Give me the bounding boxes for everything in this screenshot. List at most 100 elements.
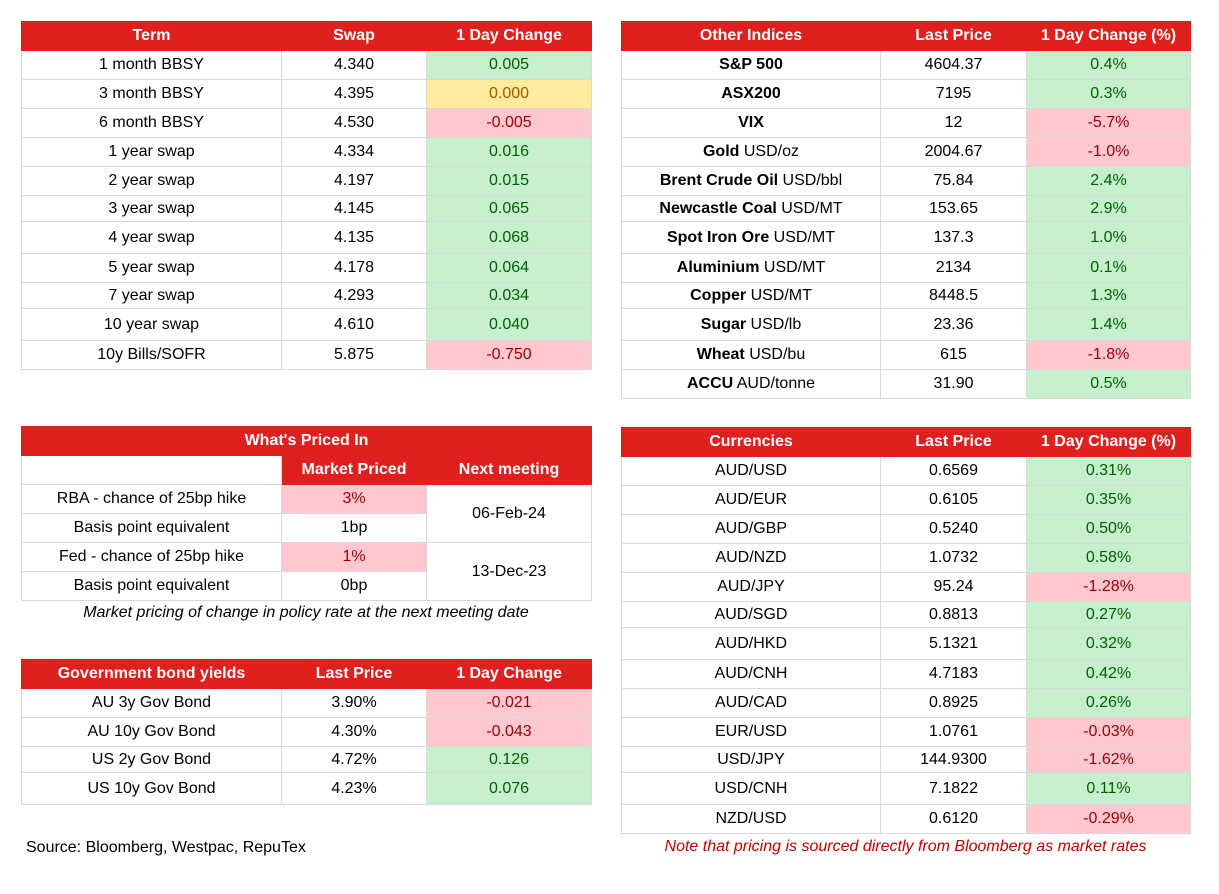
currency-pair: USD/CNH (621, 772, 881, 805)
index-name-bold: Sugar (700, 315, 747, 333)
swap-row: 10 year swap 4.610 0.040 (21, 308, 592, 341)
index-change: 2.9% (1026, 195, 1191, 222)
currency-pair: AUD/JPY (621, 572, 881, 602)
index-name: Newcastle Coal USD/MT (621, 195, 881, 222)
bond-change: -0.021 (426, 688, 592, 718)
swap-value: 4.197 (281, 166, 427, 196)
index-row: Wheat USD/bu 615 -1.8% (621, 340, 1191, 370)
index-price: 2134 (880, 253, 1027, 283)
bond-row: AU 10y Gov Bond 4.30% -0.043 (21, 717, 592, 747)
index-name-bold: ACCU (686, 375, 734, 392)
currency-change: 0.11% (1026, 772, 1191, 805)
bond-row: US 2y Gov Bond 4.72% 0.126 (21, 746, 592, 773)
swap-row: 3 month BBSY 4.395 0.000 (21, 79, 592, 109)
currency-price: 0.8813 (880, 601, 1027, 628)
bond-header-price: Last Price (281, 659, 427, 689)
currency-row: AUD/EUR 0.6105 0.35% (621, 485, 1191, 515)
index-price: 8448.5 (880, 282, 1027, 309)
swap-term: 4 year swap (21, 221, 282, 254)
priced-in-title: What's Priced In (21, 426, 592, 456)
currency-change: 0.50% (1026, 514, 1191, 544)
swap-header-term: Term (21, 21, 282, 51)
index-price: 153.65 (880, 195, 1027, 222)
swap-row: 2 year swap 4.197 0.015 (21, 166, 592, 196)
currency-row: AUD/GBP 0.5240 0.50% (621, 514, 1191, 544)
currency-header-change: 1 Day Change (%) (1026, 427, 1191, 457)
currency-price: 144.9300 (880, 746, 1027, 773)
currency-price: 0.6120 (880, 804, 1027, 834)
currency-pair: AUD/USD (621, 456, 881, 486)
index-change: 2.4% (1026, 166, 1191, 196)
priced-row-value: 0bp (281, 571, 427, 601)
index-name-bold: ASX200 (721, 85, 781, 102)
swap-change: 0.015 (426, 166, 592, 196)
swap-value: 4.334 (281, 137, 427, 167)
currency-price: 4.7183 (880, 659, 1027, 689)
currency-row: AUD/HKD 5.1321 0.32% (621, 627, 1191, 660)
index-name: Brent Crude Oil USD/bbl (621, 166, 881, 196)
swap-row: 1 month BBSY 4.340 0.005 (21, 50, 592, 80)
index-unit: USD/MT (773, 228, 835, 246)
source-note: Source: Bloomberg, Westpac, RepuTex (26, 839, 306, 856)
currency-pair: AUD/EUR (621, 485, 881, 515)
bond-name: AU 3y Gov Bond (21, 688, 282, 718)
index-change: 1.4% (1026, 308, 1191, 341)
index-name: S&P 500 (621, 50, 881, 80)
currency-row: NZD/USD 0.6120 -0.29% (621, 804, 1191, 834)
priced-row-value: 1% (281, 542, 427, 572)
swap-row: 10y Bills/SOFR 5.875 -0.750 (21, 340, 592, 370)
index-row: Spot Iron Ore USD/MT 137.3 1.0% (621, 221, 1191, 254)
index-price: 23.36 (880, 308, 1027, 341)
index-row: S&P 500 4604.37 0.4% (621, 50, 1191, 80)
currency-price: 0.6105 (880, 485, 1027, 515)
index-name-bold: VIX (738, 114, 764, 131)
currency-change: -0.03% (1026, 717, 1191, 747)
index-price: 4604.37 (880, 50, 1027, 80)
index-price: 75.84 (880, 166, 1027, 196)
priced-row-value: 3% (281, 484, 427, 514)
currency-pair: AUD/CNH (621, 659, 881, 689)
swap-change: 0.000 (426, 79, 592, 109)
priced-row-label: RBA - chance of 25bp hike (21, 484, 282, 514)
index-change: 1.3% (1026, 282, 1191, 309)
priced-in-table: What's Priced In Market Priced Next meet… (21, 426, 592, 601)
fed-next-meeting: 13-Dec-23 (426, 542, 592, 601)
bond-table: Government bond yields Last Price 1 Day … (21, 659, 592, 805)
swap-value: 4.340 (281, 50, 427, 80)
currency-change: -1.28% (1026, 572, 1191, 602)
index-price: 137.3 (880, 221, 1027, 254)
index-name: Copper USD/MT (621, 282, 881, 309)
currency-price: 5.1321 (880, 627, 1027, 660)
currency-price: 1.0732 (880, 543, 1027, 573)
indices-header-name: Other Indices (621, 21, 881, 51)
currency-row: AUD/SGD 0.8813 0.27% (621, 601, 1191, 628)
currency-row: USD/CNH 7.1822 0.11% (621, 772, 1191, 805)
indices-table: Other Indices Last Price 1 Day Change (%… (621, 21, 1191, 399)
swap-term: 1 year swap (21, 137, 282, 167)
index-row: ASX200 7195 0.3% (621, 79, 1191, 109)
index-name: Aluminium USD/MT (621, 253, 881, 283)
index-name-bold: Wheat (696, 346, 745, 363)
swap-term: 2 year swap (21, 166, 282, 196)
currency-change: -0.29% (1026, 804, 1191, 834)
index-price: 615 (880, 340, 1027, 370)
bond-change: 0.126 (426, 746, 592, 773)
priced-in-header-meeting: Next meeting (426, 455, 592, 485)
swap-term: 1 month BBSY (21, 50, 282, 80)
currency-pair: AUD/NZD (621, 543, 881, 573)
currency-row: USD/JPY 144.9300 -1.62% (621, 746, 1191, 773)
index-name: Sugar USD/lb (621, 308, 881, 341)
bond-price: 4.72% (281, 746, 427, 773)
index-row: ACCU AUD/tonne 31.90 0.5% (621, 369, 1191, 399)
swap-value: 4.530 (281, 108, 427, 138)
index-row: Newcastle Coal USD/MT 153.65 2.9% (621, 195, 1191, 222)
index-name-bold: Gold (702, 143, 740, 160)
swap-term: 10y Bills/SOFR (21, 340, 282, 370)
rba-next-meeting: 06-Feb-24 (426, 484, 592, 543)
currency-row: AUD/NZD 1.0732 0.58% (621, 543, 1191, 573)
currency-pair: NZD/USD (621, 804, 881, 834)
swap-table: Term Swap 1 Day Change 1 month BBSY 4.340… (21, 21, 592, 370)
swap-change: 0.068 (426, 221, 592, 254)
currency-pair: USD/JPY (621, 746, 881, 773)
currency-change: 0.35% (1026, 485, 1191, 515)
